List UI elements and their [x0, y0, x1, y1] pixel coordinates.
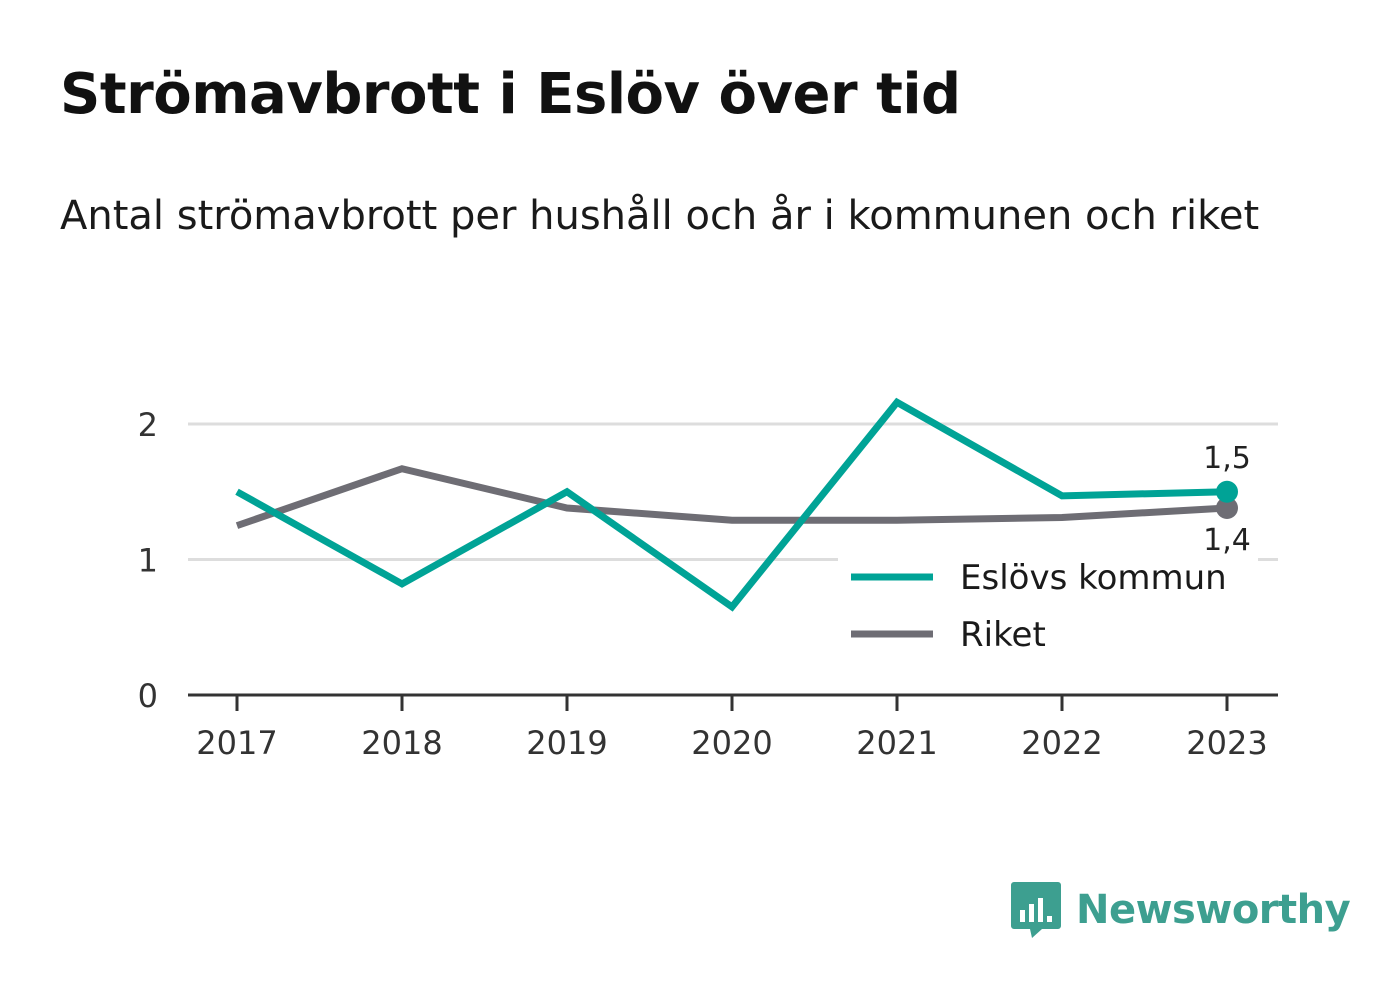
chart-subtitle: Antal strömavbrott per hushåll och år i … [60, 193, 1260, 239]
newsworthy-logo-icon [1011, 882, 1061, 938]
y-tick-label: 2 [138, 406, 158, 444]
legend-label: Eslövs kommun [960, 558, 1227, 598]
legend-label: Riket [960, 615, 1046, 655]
end-label-eslov: 1,5 [1203, 441, 1251, 476]
chart-title: Strömavbrott i Eslöv över tid [60, 62, 961, 127]
legend-background [838, 548, 1258, 666]
x-tick-label: 2021 [856, 724, 937, 762]
x-tick-label: 2022 [1021, 724, 1102, 762]
legend: Eslövs kommun Riket [838, 548, 1258, 666]
newsworthy-logo-text: Newsworthy [1076, 887, 1351, 933]
x-tick-label: 2023 [1186, 724, 1267, 762]
series-line-esl-vs-kommun [235, 397, 1228, 612]
end-label-riket: 1,4 [1203, 523, 1251, 558]
x-tick-label: 2019 [526, 724, 607, 762]
y-tick-label: 0 [138, 677, 158, 715]
end-labels: 1,5 1,4 [1203, 441, 1251, 558]
series-line-riket [235, 465, 1228, 529]
y-axis: 0 1 2 [138, 406, 158, 715]
series-lines [235, 397, 1228, 612]
x-axis: 2017 2018 2019 2020 2021 2022 2023 [188, 693, 1278, 762]
x-tick-label: 2017 [196, 724, 277, 762]
line-chart: 2017 2018 2019 2020 2021 2022 2023 0 1 2 Eslövs … [138, 397, 1278, 762]
end-marker-riket [1216, 497, 1238, 520]
newsworthy-logo: Newsworthy [1010, 880, 1351, 940]
x-tick-label: 2020 [691, 724, 772, 762]
end-marker-eslov [1216, 480, 1238, 503]
x-tick-label: 2018 [361, 724, 442, 762]
y-tick-label: 1 [138, 542, 158, 580]
